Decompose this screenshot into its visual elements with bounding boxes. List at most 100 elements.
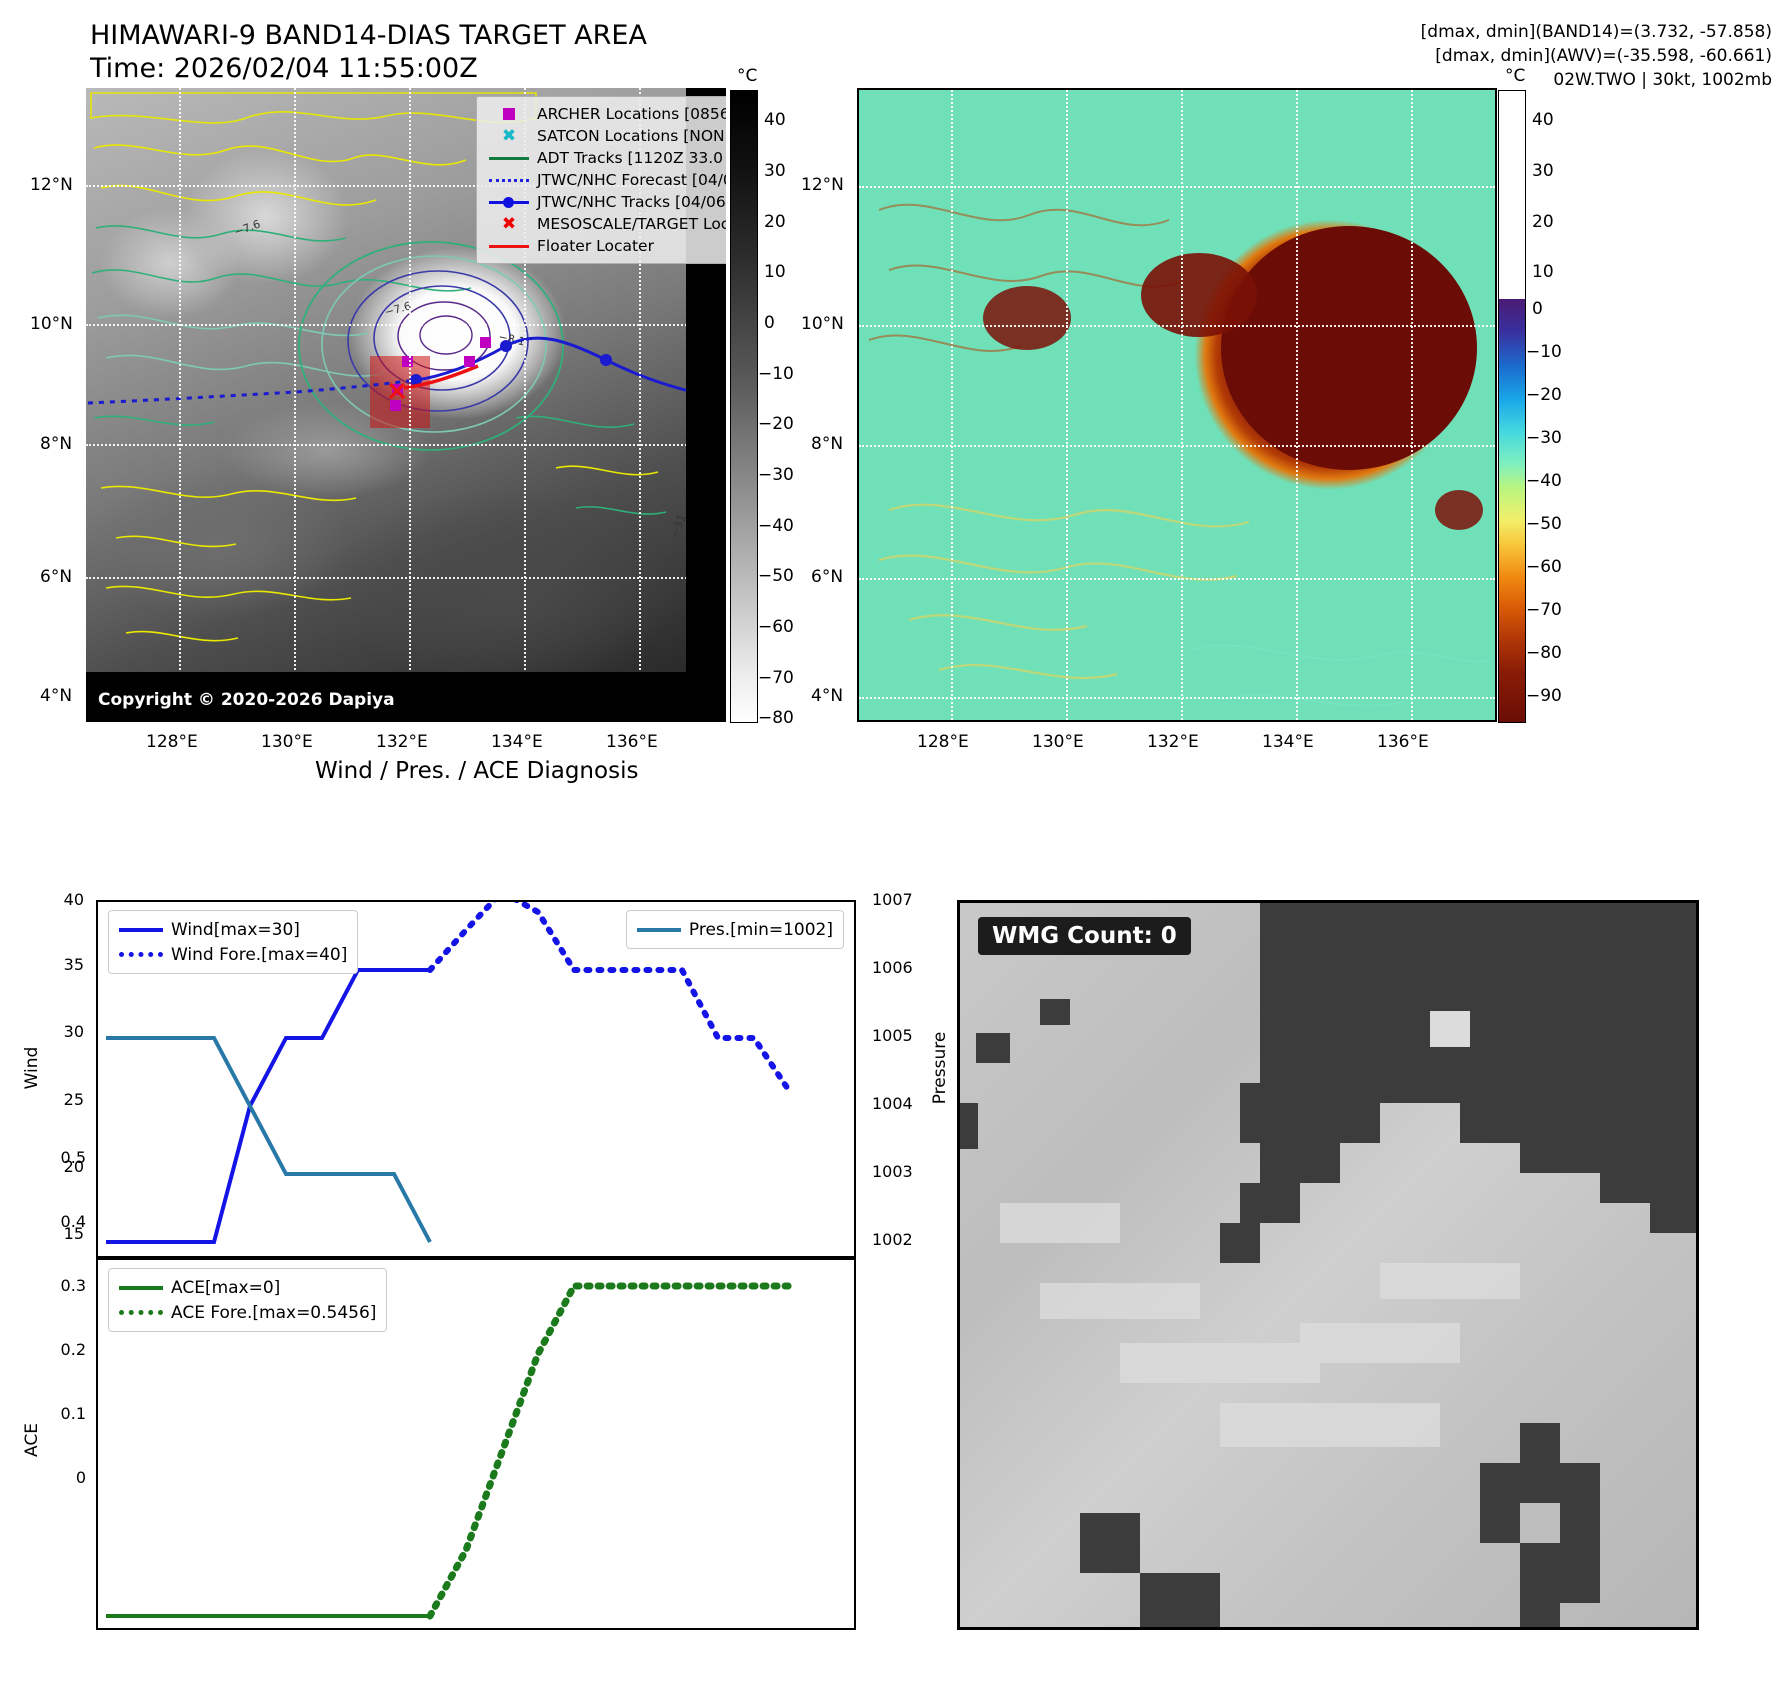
awv-cb-tick-m20: −20 (1526, 385, 1562, 405)
ir-colorbar-unit: °C (737, 66, 758, 86)
pressure-chart-legend: Pres.[min=1002] (625, 910, 844, 949)
wind-pressure-plot (106, 902, 793, 1244)
wind-chart-legend: Wind[max=30] Wind Fore.[max=40] (108, 910, 359, 974)
cyan-x-marker-icon: ✖ (501, 125, 517, 146)
red-solid-line-icon (485, 244, 533, 248)
legend-label: Floater Locater (537, 237, 654, 255)
awv-cb-tick-40: 40 (1532, 110, 1554, 130)
ace-ytick-05: 0.5 (60, 1148, 86, 1167)
legend-label: ACE Fore.[max=0.5456] (171, 1302, 377, 1323)
legend-pressure: Pres.[min=1002] (636, 917, 833, 942)
blue-dotted-line-icon (485, 178, 533, 182)
awv-cb-tick-m90: −90 (1526, 686, 1562, 706)
awv-lat-label-10n: 10°N (801, 314, 844, 334)
awv-satellite-map[interactable] (857, 88, 1497, 722)
legend-label: Pres.[min=1002] (688, 919, 833, 940)
ir-lon-label-136e: 136°E (606, 732, 658, 752)
lon-gridline-136e (639, 88, 641, 722)
ace-ytick-00: 0 (75, 1468, 86, 1487)
awv-lon-gridline-134e (1296, 90, 1298, 720)
awv-cb-tick-m80: −80 (1526, 643, 1562, 663)
ace-axis-label: ACE (22, 1423, 42, 1457)
stat-awv: [dmax, dmin](AWV)=(-35.598, -60.661) (1435, 46, 1772, 66)
legend-wind-forecast: Wind Fore.[max=40] (119, 942, 347, 967)
awv-cb-tick-m50: −50 (1526, 514, 1562, 534)
pres-ytick-1003: 1003 (872, 1162, 913, 1181)
legend-item-archer: ARCHER Locations [0856Z] (485, 103, 726, 125)
ir-cb-tick-40: 40 (764, 110, 786, 130)
lon-gridline-134e (524, 88, 526, 722)
ir-lon-label-130e: 130°E (261, 732, 313, 752)
legend-wind: Wind[max=30] (119, 917, 347, 942)
ace-ytick-03: 0.3 (60, 1276, 86, 1295)
ir-cb-tick-m30: −30 (758, 465, 794, 485)
ace-chart[interactable]: ACE[max=0] ACE Fore.[max=0.5456] (96, 1258, 856, 1630)
wmg-segmentation-layer (960, 903, 1696, 1627)
ace-ytick-02: 0.2 (60, 1340, 86, 1359)
green-solid-line-icon (119, 1285, 171, 1290)
ir-cb-tick-30: 30 (764, 161, 786, 181)
legend-item-mesoscale: ✖ MESOSCALE/TARGET Location (485, 213, 726, 235)
legend-item-adt: ADT Tracks [1120Z 33.0 1006.0] (485, 147, 726, 169)
ace-plot (106, 1282, 794, 1620)
wind-pressure-chart[interactable]: Wind[max=30] Wind Fore.[max=40] Pres.[mi… (96, 900, 856, 1258)
ir-lat-label-4n: 4°N (40, 686, 73, 706)
awv-cb-tick-10: 10 (1532, 262, 1554, 282)
awv-lat-label-6n: 6°N (811, 567, 844, 587)
wind-ytick-40: 40 (63, 890, 84, 909)
lon-gridline-128e (179, 88, 181, 722)
ir-lat-label-6n: 6°N (40, 567, 73, 587)
legend-label: JTWC/NHC Forecast [04/0600Z] (537, 171, 726, 189)
awv-texture-layer (868, 203, 1492, 707)
wind-ytick-35: 35 (63, 955, 84, 974)
awv-lon-gridline-130e (1066, 90, 1068, 720)
wmg-map[interactable]: WMG Count: 0 (957, 900, 1699, 1630)
ir-cb-tick-m60: −60 (758, 617, 794, 637)
legend-label: SATCON Locations [NONE] (537, 127, 726, 145)
pres-ytick-1004: 1004 (872, 1094, 913, 1113)
legend-ace-forecast: ACE Fore.[max=0.5456] (119, 1300, 376, 1325)
awv-lat-gridline-10n (859, 325, 1495, 327)
green-dotted-line-icon (119, 1310, 171, 1315)
ace-ytick-04: 0.4 (60, 1212, 86, 1231)
awv-lon-gridline-136e (1411, 90, 1413, 720)
green-solid-line-icon (485, 156, 533, 160)
storm-info: 02W.TWO | 30kt, 1002mb (1553, 70, 1772, 90)
wind-ytick-15: 15 (63, 1224, 84, 1243)
pres-ytick-1007: 1007 (872, 890, 913, 909)
lat-gridline-8n (86, 444, 726, 446)
awv-lat-gridline-12n (859, 186, 1495, 188)
awv-lon-label-132e: 132°E (1147, 732, 1199, 752)
blue-line-with-dot-icon (485, 196, 533, 208)
ir-satellite-map[interactable]: −7.6 −7.6 −8.1 −64 −31 (86, 88, 726, 722)
ir-lon-label-132e: 132°E (376, 732, 428, 752)
red-x-marker-icon: ✖ (501, 213, 517, 234)
wmg-count-badge: WMG Count: 0 (978, 917, 1191, 955)
ace-ytick-01: 0.1 (60, 1404, 86, 1423)
awv-lon-label-134e: 134°E (1262, 732, 1314, 752)
legend-label: Wind Fore.[max=40] (171, 944, 348, 965)
ir-cb-tick-20: 20 (764, 212, 786, 232)
legend-label: JTWC/NHC Tracks [04/0600Z] (537, 193, 726, 211)
awv-colorbar (1498, 90, 1526, 723)
legend-label: ARCHER Locations [0856Z] (537, 105, 726, 123)
lon-gridline-130e (294, 88, 296, 722)
ir-cb-tick-m70: −70 (758, 668, 794, 688)
lat-gridline-10n (86, 324, 726, 326)
pressure-axis-label: Pressure (930, 1031, 950, 1105)
diagnosis-title: Wind / Pres. / ACE Diagnosis (315, 758, 639, 784)
ir-cb-tick-0: 0 (764, 313, 775, 333)
awv-cb-tick-0: 0 (1532, 299, 1543, 319)
awv-lat-gridline-4n (859, 697, 1495, 699)
ir-cb-tick-m40: −40 (758, 516, 794, 536)
ir-cb-tick-10: 10 (764, 262, 786, 282)
legend-label: Wind[max=30] (171, 919, 300, 940)
awv-lon-label-130e: 130°E (1032, 732, 1084, 752)
pres-ytick-1005: 1005 (872, 1026, 913, 1045)
awv-cb-tick-m70: −70 (1526, 600, 1562, 620)
ace-chart-legend: ACE[max=0] ACE Fore.[max=0.5456] (108, 1268, 388, 1332)
ir-colorbar (730, 90, 758, 723)
awv-cb-tick-m60: −60 (1526, 557, 1562, 577)
awv-colorbar-unit: °C (1505, 66, 1526, 86)
ir-cb-tick-m10: −10 (758, 364, 794, 384)
